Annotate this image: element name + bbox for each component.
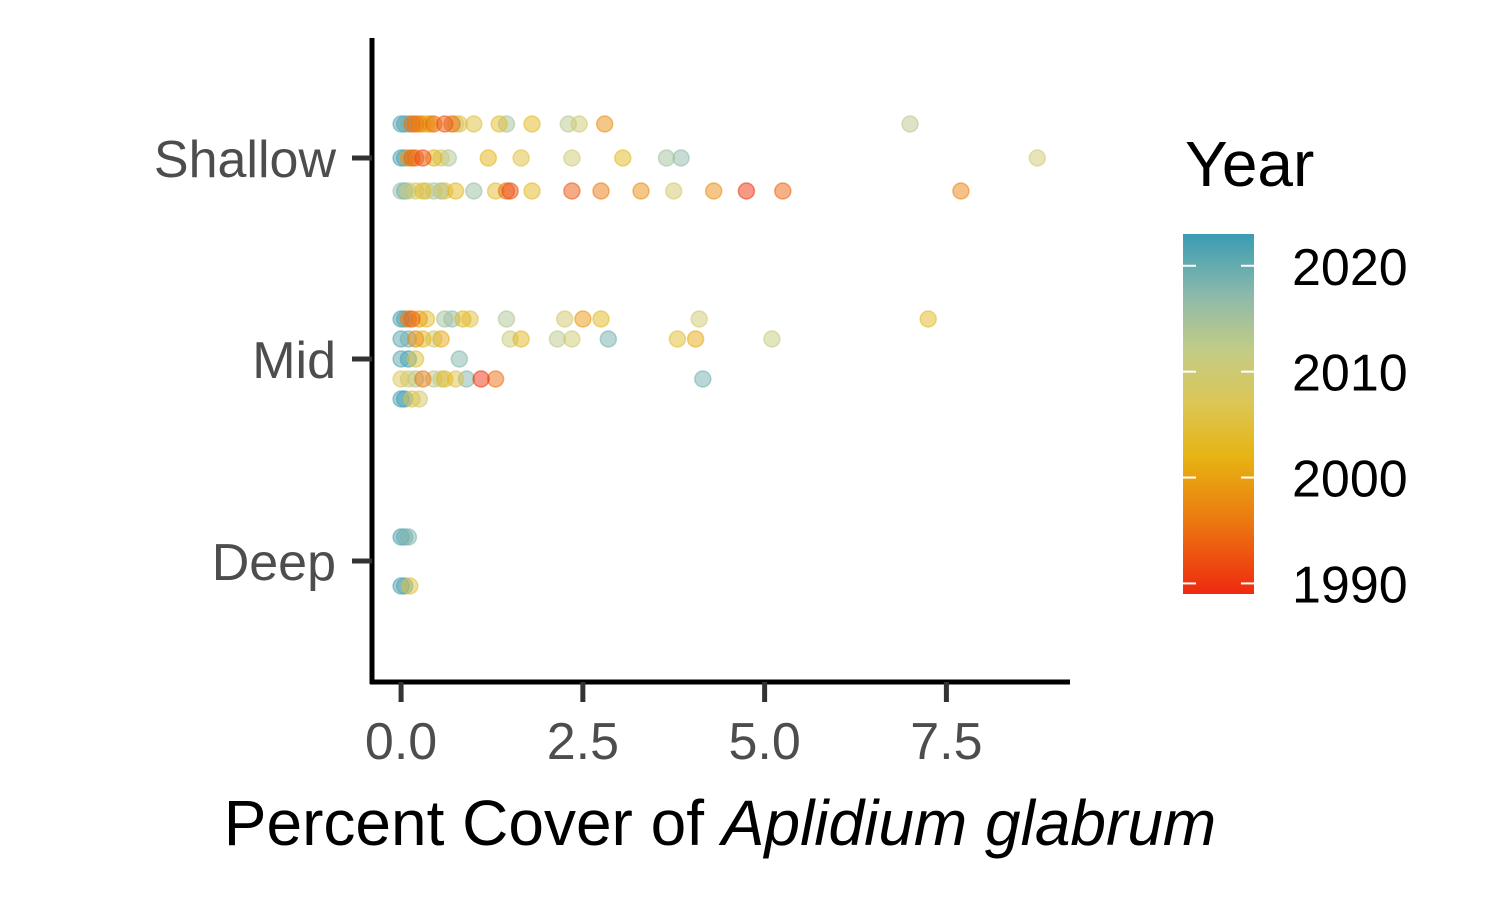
x-tick-label: 0.0 [365, 713, 437, 771]
data-point [664, 182, 683, 200]
y-tick-label: Deep [212, 534, 336, 592]
data-point [406, 350, 425, 368]
data-point [763, 330, 781, 348]
data-point [479, 149, 498, 167]
data-point [686, 330, 705, 348]
data-point [737, 182, 756, 200]
data-point [694, 370, 712, 388]
data-point [523, 115, 541, 133]
data-point [399, 528, 418, 546]
data-point [406, 330, 425, 348]
data-point [465, 115, 483, 133]
legend-tick-label: 1990 [1292, 556, 1408, 614]
data-point [592, 310, 610, 328]
data-point [901, 115, 919, 133]
data-point [668, 330, 687, 348]
data-point [523, 182, 541, 200]
data-point [563, 182, 581, 200]
x-axis-title: Percent Cover of Aplidium glabrum [224, 787, 1216, 859]
data-point [599, 330, 618, 348]
legend-ticks: 1990 2000 2010 2020 [1183, 239, 1408, 614]
legend-tick-label: 2000 [1292, 451, 1408, 509]
data-point [414, 149, 432, 167]
data-point [574, 310, 592, 328]
data-point [512, 149, 530, 167]
x-tick-label: 5.0 [728, 713, 800, 771]
data-point [774, 182, 792, 200]
data-point [401, 577, 419, 595]
data-point [555, 310, 574, 328]
data-point [403, 390, 421, 408]
y-tick-label: Mid [252, 332, 336, 390]
data-point [592, 182, 610, 200]
data-point [432, 330, 450, 348]
data-point [919, 310, 937, 328]
data-point [595, 115, 614, 133]
data-point [403, 310, 421, 328]
data-point [454, 310, 472, 328]
data-point [392, 370, 410, 388]
data-point [414, 182, 432, 200]
data-point [486, 370, 505, 388]
data-point [435, 310, 454, 328]
data-point [614, 149, 632, 167]
data-point [690, 310, 708, 328]
data-point [657, 149, 676, 167]
data-point [450, 350, 469, 368]
legend: Year 1990 2000 2010 2020 [1183, 128, 1408, 614]
x-axis-ticks: 0.0 2.5 5.0 7.5 [365, 682, 983, 771]
x-tick-label: 2.5 [547, 713, 619, 771]
data-point [570, 115, 588, 133]
data-point [435, 370, 454, 388]
data-point [548, 330, 567, 348]
legend-tick-label: 2020 [1292, 239, 1408, 297]
data-point [403, 115, 421, 133]
data-point [435, 115, 454, 133]
data-point [501, 182, 519, 200]
data-point [446, 182, 465, 200]
data-point [563, 330, 581, 348]
legend-colorbar [1183, 234, 1254, 594]
data-point [497, 310, 516, 328]
data-point [512, 330, 530, 348]
data-point [465, 182, 483, 200]
data-point [1028, 149, 1047, 167]
x-tick-label: 7.5 [910, 713, 982, 771]
data-point [490, 115, 508, 133]
data-point [392, 350, 410, 368]
data-point [563, 149, 581, 167]
legend-title: Year [1185, 128, 1314, 200]
data-point [704, 182, 723, 200]
y-axis-ticks: Shallow Mid Deep [154, 131, 372, 592]
legend-tick-label: 2010 [1292, 345, 1408, 403]
data-point [632, 182, 650, 200]
points-layer [392, 115, 1047, 595]
data-point [672, 149, 690, 167]
data-point [952, 182, 970, 200]
y-tick-label: Shallow [154, 131, 337, 189]
data-point [472, 370, 490, 388]
data-point [414, 370, 432, 388]
